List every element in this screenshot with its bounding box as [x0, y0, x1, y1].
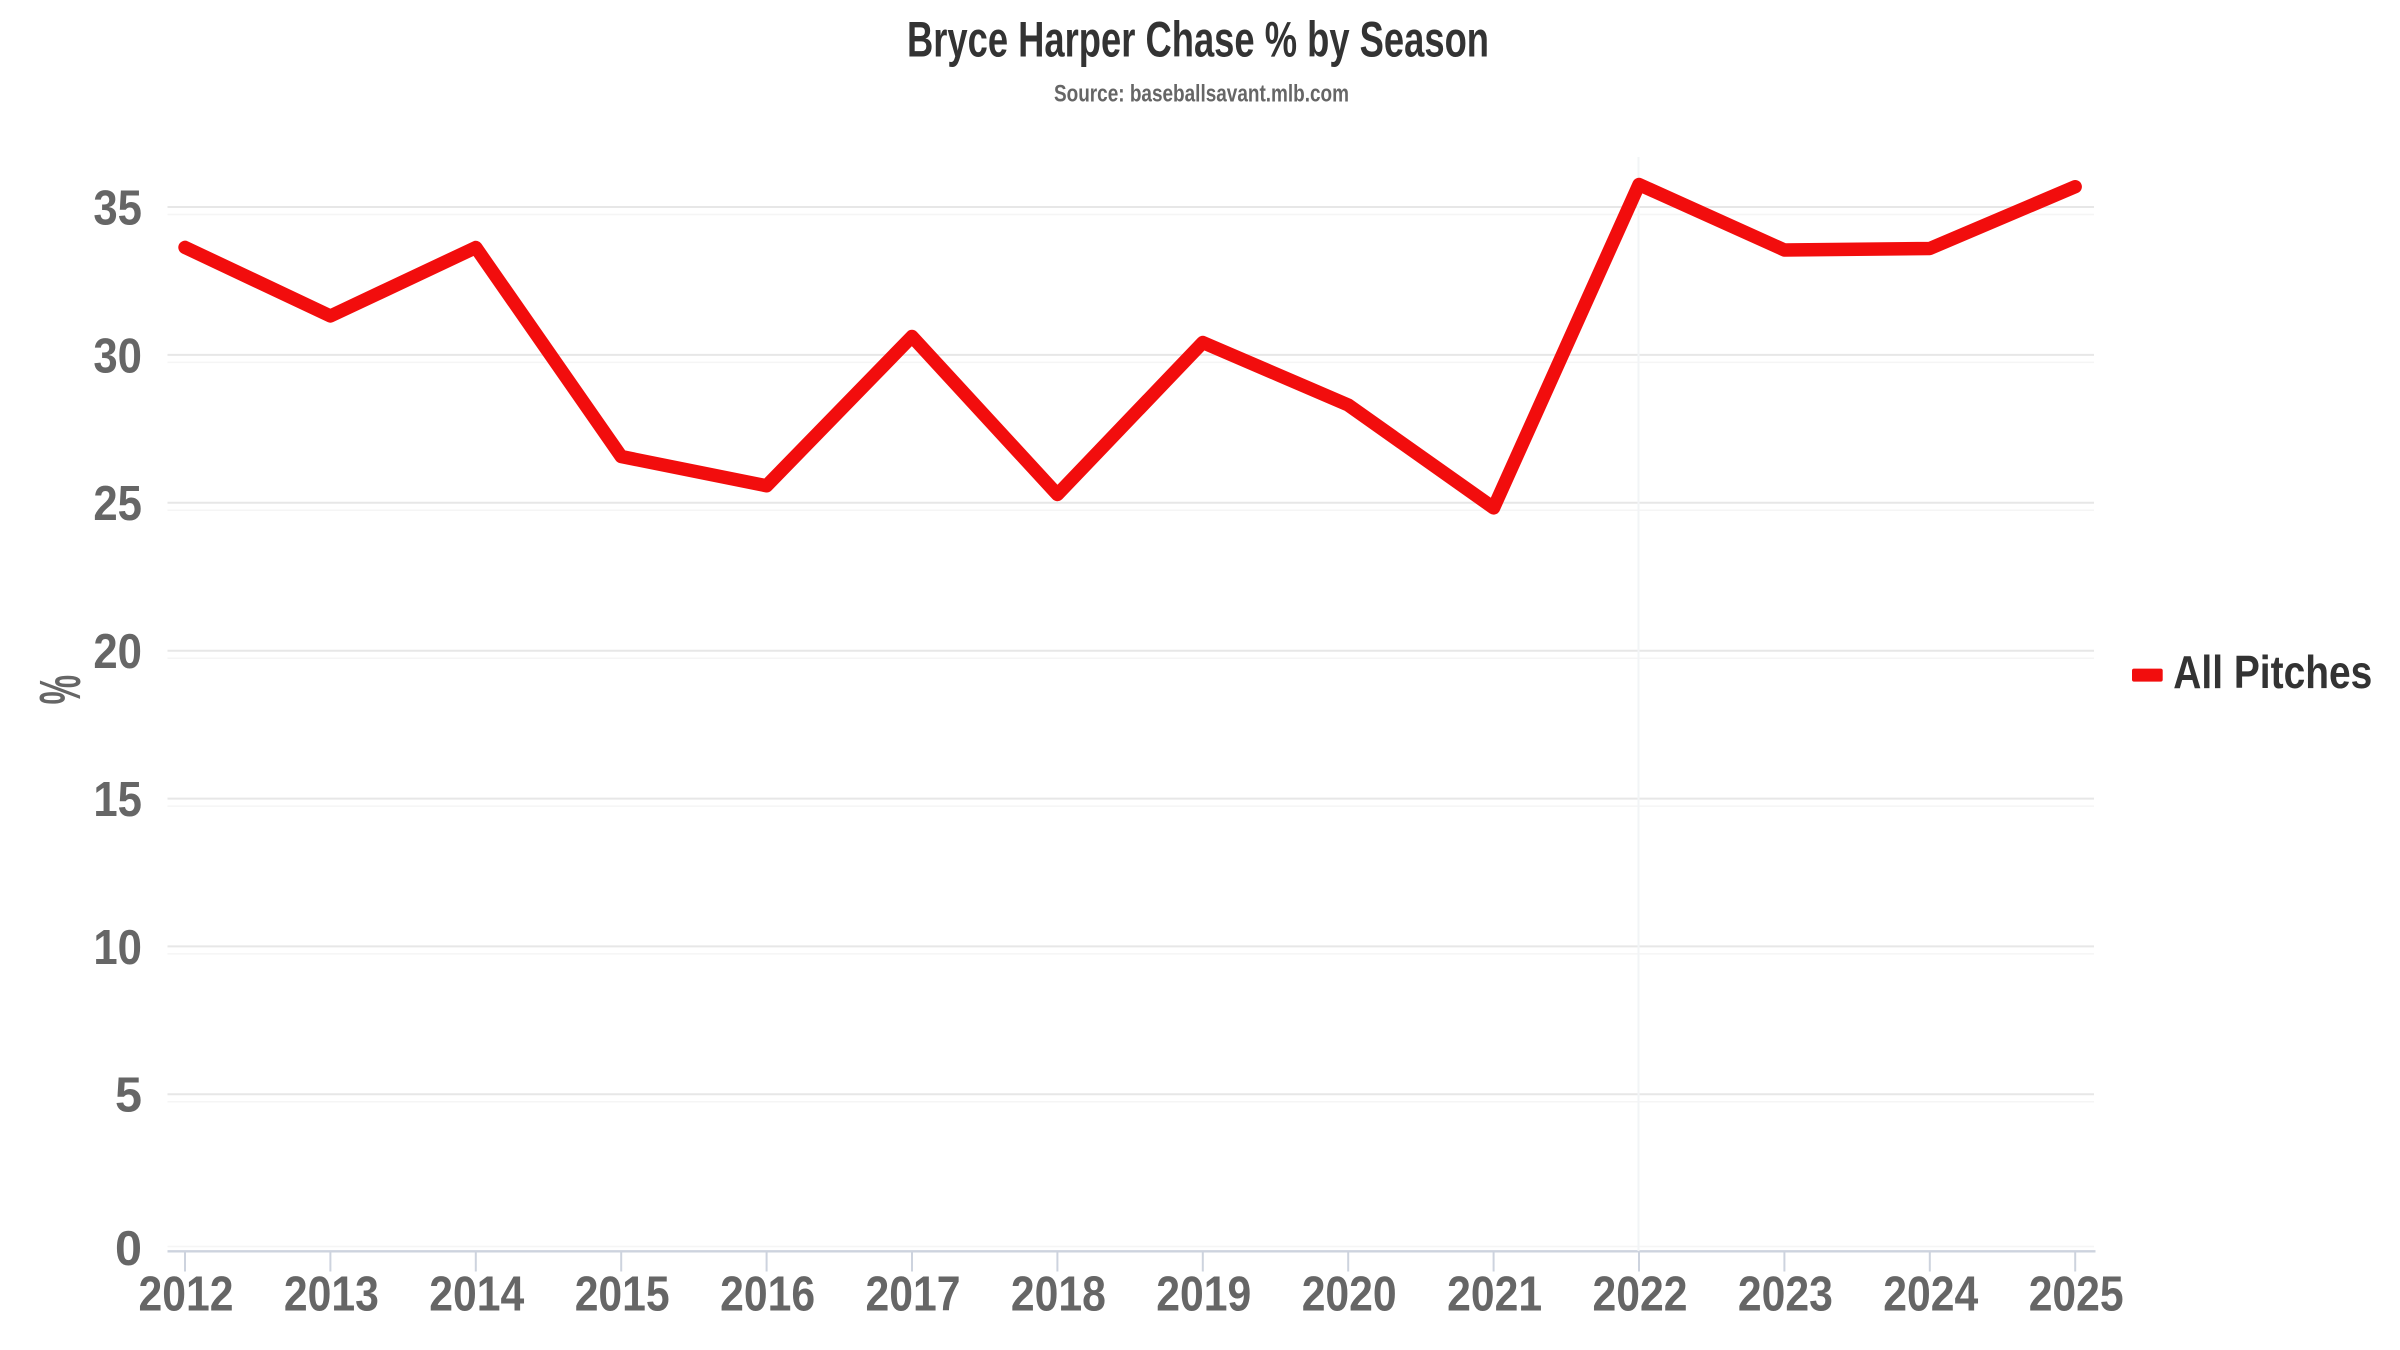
- svg-text:Bryce Harper Chase % by Season: Bryce Harper Chase % by Season: [907, 12, 1489, 68]
- svg-text:Source: baseballsavant.mlb.com: Source: baseballsavant.mlb.com: [1054, 81, 1349, 108]
- svg-text:35: 35: [93, 181, 142, 235]
- svg-text:15: 15: [93, 773, 142, 827]
- svg-text:%: %: [29, 675, 94, 705]
- svg-text:30: 30: [93, 329, 142, 383]
- svg-text:2017: 2017: [866, 1268, 961, 1322]
- svg-text:5: 5: [115, 1069, 142, 1123]
- svg-text:2015: 2015: [575, 1268, 670, 1322]
- svg-text:2013: 2013: [284, 1268, 379, 1322]
- svg-text:2014: 2014: [429, 1268, 524, 1322]
- svg-text:2019: 2019: [1156, 1268, 1251, 1322]
- svg-text:2021: 2021: [1447, 1268, 1542, 1322]
- svg-text:2018: 2018: [1011, 1268, 1106, 1322]
- svg-text:2025: 2025: [2029, 1268, 2124, 1322]
- svg-text:2024: 2024: [1883, 1268, 1978, 1322]
- svg-text:2022: 2022: [1593, 1268, 1688, 1322]
- svg-text:2020: 2020: [1302, 1268, 1397, 1322]
- svg-text:20: 20: [93, 625, 142, 679]
- svg-text:10: 10: [93, 921, 142, 975]
- svg-text:0: 0: [115, 1222, 142, 1276]
- svg-text:All Pitches: All Pitches: [2173, 646, 2372, 698]
- svg-text:2016: 2016: [720, 1268, 815, 1322]
- svg-text:25: 25: [93, 477, 142, 531]
- svg-text:2012: 2012: [139, 1268, 234, 1322]
- svg-text:2023: 2023: [1738, 1268, 1833, 1322]
